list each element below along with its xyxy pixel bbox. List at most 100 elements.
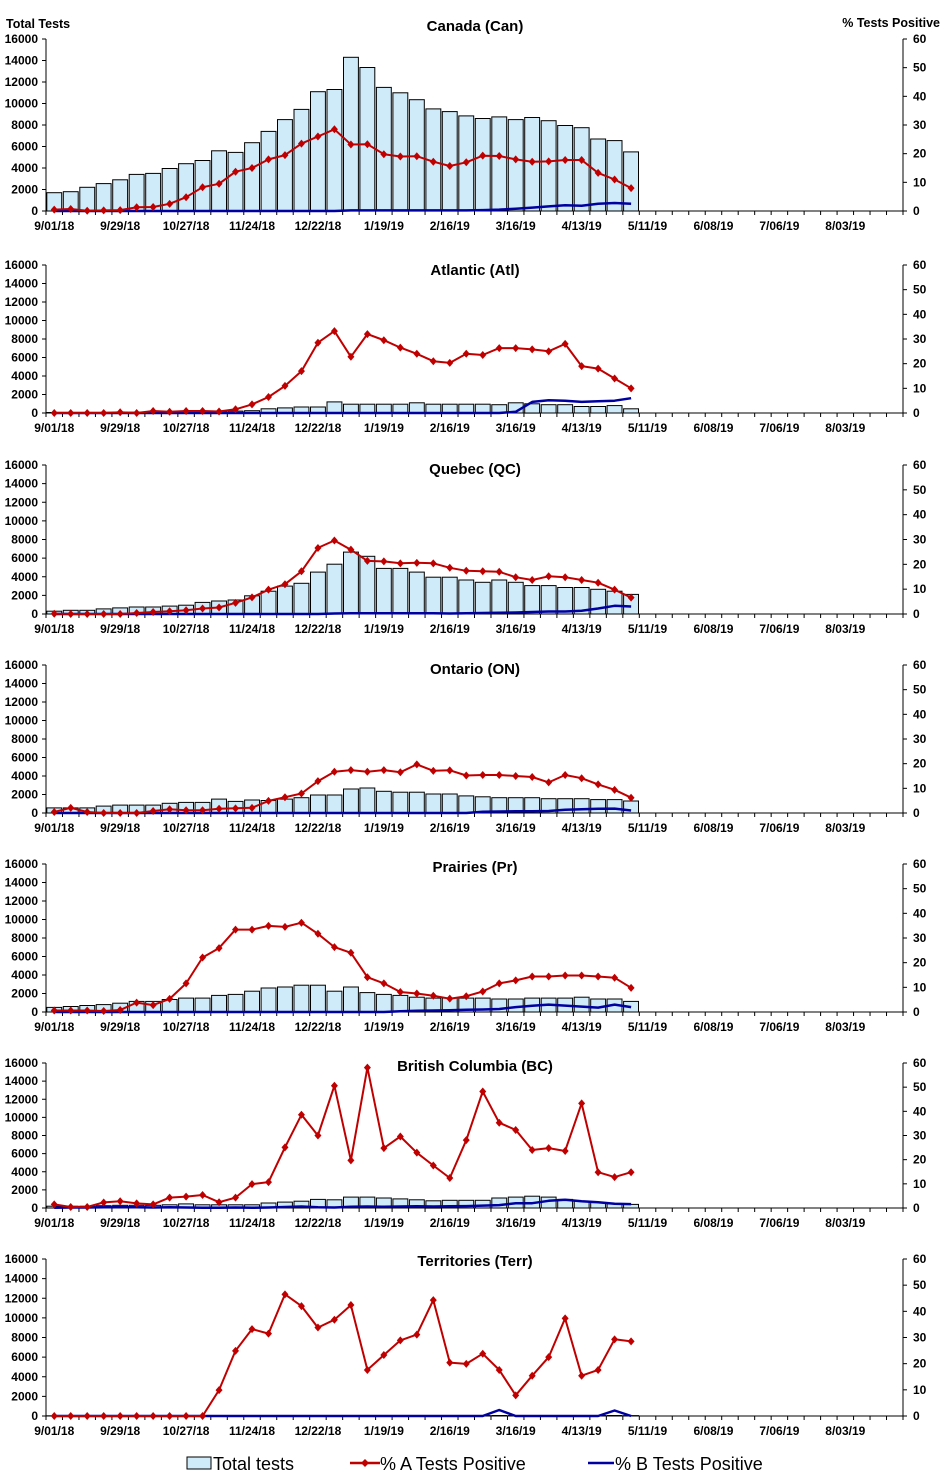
y-right-tick-label: 0 [913, 1201, 920, 1215]
x-tick-label: 12/22/18 [295, 1424, 342, 1438]
point-pct-a [166, 607, 174, 616]
point-pct-a [330, 125, 338, 134]
y-left-tick-label: 4000 [11, 161, 38, 175]
point-pct-a [611, 973, 619, 982]
point-pct-a [149, 202, 157, 211]
panel-title: Territories (Terr) [417, 1253, 532, 1270]
point-pct-a [232, 1346, 240, 1355]
bar-total-tests [606, 405, 623, 414]
point-pct-a [297, 789, 305, 798]
bar-total-tests [343, 986, 359, 1013]
bar-total-tests [178, 997, 195, 1013]
point-pct-a [199, 953, 207, 962]
x-tick-label: 10/27/18 [163, 1020, 210, 1034]
x-tick-label: 5/11/19 [628, 1020, 668, 1034]
point-pct-a [133, 809, 141, 817]
point-pct-a [545, 157, 553, 166]
bar-total-tests [441, 576, 458, 615]
point-pct-a [495, 1365, 503, 1374]
line-pct-b [54, 396, 632, 415]
point-pct-a [578, 1099, 586, 1108]
x-tick-label: 8/03/19 [825, 821, 865, 835]
y-right-tick-label: 40 [913, 307, 927, 321]
bar-total-tests [343, 56, 359, 212]
legend-label-pct-a: % A Tests Positive [380, 1454, 526, 1474]
point-pct-a [594, 364, 602, 373]
bar-total-tests [375, 403, 392, 414]
point-pct-a [627, 384, 635, 393]
point-pct-a [512, 344, 520, 353]
point-pct-a [133, 1412, 141, 1420]
y-left-tick-label: 6000 [11, 751, 38, 765]
panel-title: Canada (Can) [427, 18, 524, 35]
x-tick-label: 9/01/18 [34, 421, 74, 435]
point-pct-a [413, 152, 421, 161]
y-right-tick-label: 30 [913, 118, 927, 132]
bar-total-tests [343, 551, 359, 615]
x-tick-label: 9/29/18 [100, 1424, 140, 1438]
y-right-tick-label: 30 [913, 931, 927, 945]
y-left-tick-label: 12000 [5, 495, 39, 509]
point-pct-a [166, 199, 174, 208]
point-pct-a [100, 1007, 108, 1016]
point-pct-a [100, 809, 108, 817]
bar-total-tests [392, 994, 409, 1013]
point-pct-a [116, 610, 124, 618]
y-right-tick-label: 30 [913, 1331, 927, 1345]
point-pct-a [413, 349, 421, 358]
y-right-tick-label: 60 [913, 1252, 927, 1266]
point-pct-a [100, 409, 108, 417]
point-pct-a [281, 793, 289, 802]
bar-total-tests [260, 590, 277, 615]
point-pct-a [429, 1296, 437, 1305]
point-pct-a [627, 184, 635, 193]
point-pct-a [281, 1143, 289, 1152]
point-pct-a [199, 183, 207, 192]
y-left-tick-label: 10000 [5, 913, 39, 927]
y-right-tick-label: 30 [913, 533, 927, 547]
x-tick-label: 3/16/19 [496, 219, 536, 233]
y-left-tick-label: 0 [31, 1409, 38, 1423]
point-pct-a [479, 1349, 487, 1358]
panel-3: Ontario (ON) 0 2000 4000 6000 8000 10000 12000 1… [5, 658, 927, 835]
y-right-tick-label: 60 [913, 458, 927, 472]
point-pct-a [133, 609, 141, 618]
y-right-tick-label: 50 [913, 61, 927, 75]
point-pct-a [495, 151, 503, 160]
point-pct-a [100, 206, 108, 215]
y-right-tick-label: 40 [913, 1104, 927, 1118]
point-pct-a [363, 973, 371, 982]
x-tick-label: 4/13/19 [562, 421, 602, 435]
y-left-tick-label: 6000 [11, 551, 38, 565]
bar-total-tests [623, 151, 639, 212]
point-pct-a [528, 157, 536, 166]
point-pct-a [182, 806, 190, 815]
point-pct-a [512, 976, 520, 985]
bar-total-tests [573, 798, 590, 814]
y-right-tick-label: 60 [913, 1056, 927, 1070]
point-pct-a [215, 944, 223, 953]
x-tick-label: 9/29/18 [100, 1216, 140, 1230]
bar-total-tests [392, 567, 409, 615]
line-pct-b [54, 1003, 632, 1014]
y-left-tick-label: 0 [31, 1005, 38, 1019]
bar-total-tests [260, 130, 277, 212]
point-pct-a [133, 1199, 141, 1208]
y-right-tick-label: 0 [913, 1005, 920, 1019]
y-right-tick-label: 50 [913, 483, 927, 497]
point-pct-a [396, 1336, 404, 1345]
point-pct-a [413, 1148, 421, 1157]
point-pct-a [330, 1081, 338, 1090]
bar-total-tests [310, 794, 326, 814]
point-pct-a [380, 1144, 388, 1153]
y-right-tick-label: 10 [913, 1177, 927, 1191]
bar-total-tests [211, 994, 228, 1013]
point-pct-a [627, 793, 635, 802]
bar-total-tests [293, 797, 310, 814]
panel-title: Ontario (ON) [430, 661, 520, 678]
x-tick-label: 7/06/19 [759, 1020, 799, 1034]
point-pct-a [50, 409, 58, 417]
bar-total-tests [310, 984, 326, 1013]
point-pct-a [182, 193, 190, 202]
y-left-tick-label: 14000 [5, 54, 39, 68]
